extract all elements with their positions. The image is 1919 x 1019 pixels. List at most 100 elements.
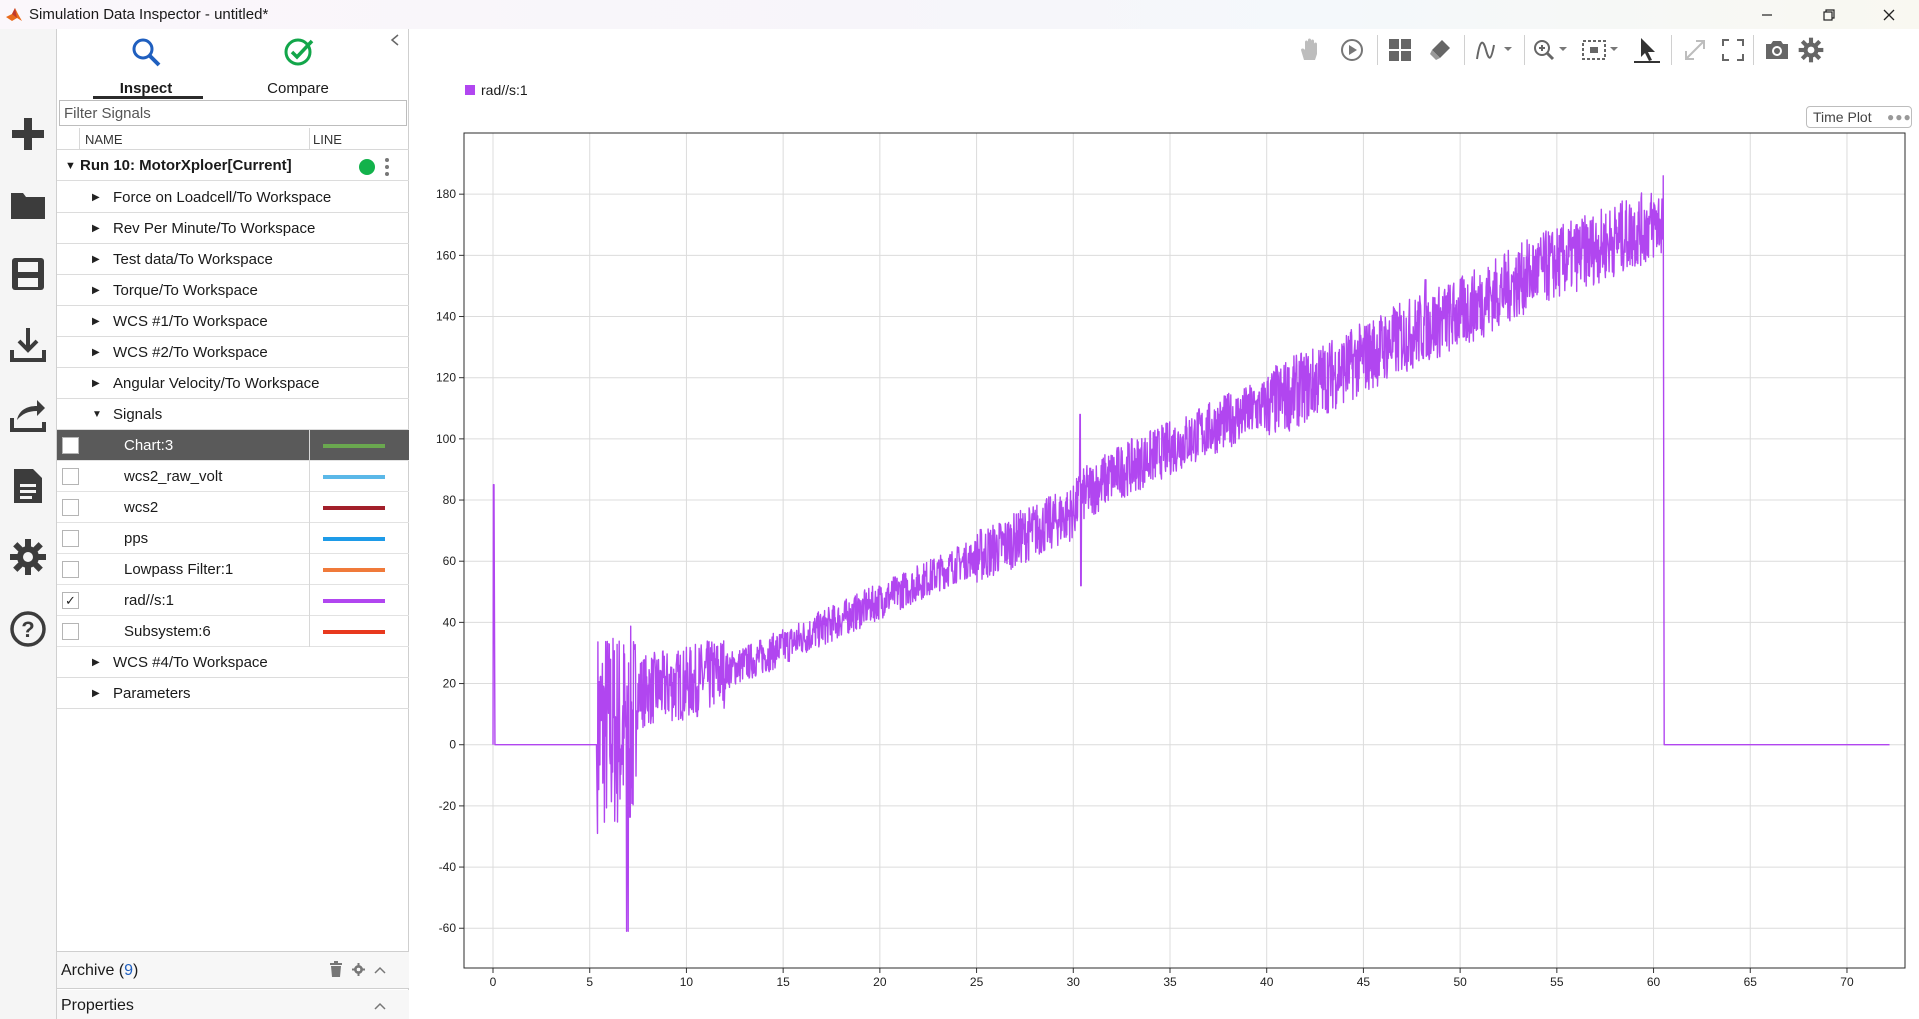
settings-icon[interactable] xyxy=(1795,35,1827,65)
column-line-header: LINE xyxy=(313,132,342,147)
legend: rad//s:1 xyxy=(465,81,528,99)
share-icon[interactable] xyxy=(8,395,48,435)
caret-down-icon[interactable]: ▼ xyxy=(92,409,102,420)
caret-right-icon[interactable]: ▶ xyxy=(92,347,100,358)
signal-row[interactable]: Lowpass Filter:1 xyxy=(57,554,409,585)
caret-right-icon[interactable]: ▶ xyxy=(92,192,100,203)
expand-icon[interactable] xyxy=(1679,35,1711,65)
tab-compare[interactable]: Compare xyxy=(248,33,348,99)
signal-row[interactable]: wcs2 xyxy=(57,492,409,523)
filter-signals-input[interactable] xyxy=(59,100,407,126)
title-bar: Simulation Data Inspector - untitled* xyxy=(0,0,1919,29)
tab-inspect[interactable]: Inspect xyxy=(96,33,196,99)
tree-group-row[interactable]: ▶ WCS #4/To Workspace xyxy=(57,647,409,678)
eraser-icon[interactable] xyxy=(1424,35,1456,65)
x-tick-label: 5 xyxy=(586,975,593,989)
y-tick-label: 100 xyxy=(436,432,456,446)
caret-right-icon[interactable]: ▶ xyxy=(92,254,100,265)
pan-icon[interactable] xyxy=(1294,35,1326,65)
tree-group-row[interactable]: ▶ Angular Velocity/To Workspace xyxy=(57,368,409,399)
save-icon[interactable] xyxy=(8,254,48,294)
cursor-icon[interactable] xyxy=(1631,35,1663,65)
signal-name: Lowpass Filter:1 xyxy=(124,561,234,578)
x-tick-label: 70 xyxy=(1840,975,1854,989)
minimize-button[interactable] xyxy=(1744,0,1790,29)
zoom-icon[interactable] xyxy=(1529,35,1573,65)
run-row[interactable]: ▼ Run 10: MotorXploer[Current] xyxy=(57,151,409,181)
tree-group-row[interactable]: ▶ Torque/To Workspace xyxy=(57,275,409,306)
x-tick-label: 45 xyxy=(1357,975,1371,989)
time-plot-button[interactable]: Time Plot ●●● xyxy=(1806,106,1912,128)
tree-group-label: Signals xyxy=(113,406,163,423)
caret-right-icon[interactable]: ▶ xyxy=(92,316,100,327)
tree-group-row[interactable]: ▶ Parameters xyxy=(57,678,409,709)
fullscreen-icon[interactable] xyxy=(1717,35,1749,65)
archive-count: 9 xyxy=(124,962,134,979)
gear-icon[interactable] xyxy=(8,537,48,577)
caret-right-icon[interactable]: ▶ xyxy=(92,285,100,296)
line-style-swatch[interactable] xyxy=(323,475,385,479)
trash-icon[interactable] xyxy=(329,961,343,980)
line-style-swatch[interactable] xyxy=(323,630,385,634)
help-icon[interactable]: ? xyxy=(8,609,48,649)
tree-group-row[interactable]: ▶ Force on Loadcell/To Workspace xyxy=(57,182,409,213)
signals-panel: Inspect Compare NAME LINE ▼ Run 10: Moto… xyxy=(57,29,409,1019)
mode-tabs: Inspect Compare xyxy=(57,29,409,99)
tab-compare-label: Compare xyxy=(267,80,329,97)
settings-small-icon[interactable] xyxy=(352,963,365,979)
caret-right-icon[interactable]: ▶ xyxy=(92,688,100,699)
line-style-swatch[interactable] xyxy=(323,506,385,510)
line-style-swatch[interactable] xyxy=(323,444,385,448)
signal-row[interactable]: Chart:3 xyxy=(57,430,409,461)
camera-icon[interactable] xyxy=(1761,35,1793,65)
signal-icon[interactable] xyxy=(1472,35,1516,65)
chevron-up-icon[interactable] xyxy=(374,962,386,978)
signal-row[interactable]: ✓ rad//s:1 xyxy=(57,585,409,616)
signal-checkbox[interactable] xyxy=(62,623,79,640)
archive-bar[interactable]: Archive (9) xyxy=(57,951,409,989)
tree-group-row[interactable]: ▶ WCS #2/To Workspace xyxy=(57,337,409,368)
chevron-up-icon[interactable] xyxy=(374,998,386,1014)
caret-right-icon[interactable]: ▶ xyxy=(92,378,100,389)
tree-group-row[interactable]: ▼ Signals xyxy=(57,399,409,430)
signal-checkbox[interactable] xyxy=(62,468,79,485)
caret-right-icon[interactable]: ▶ xyxy=(92,223,100,234)
signal-name: Subsystem:6 xyxy=(124,623,211,640)
y-tick-label: 140 xyxy=(436,310,456,324)
download-icon[interactable] xyxy=(8,325,48,365)
run-menu-icon[interactable] xyxy=(383,157,391,177)
folder-icon[interactable] xyxy=(8,184,48,224)
line-style-swatch[interactable] xyxy=(323,568,385,572)
x-tick-label: 20 xyxy=(873,975,887,989)
y-tick-label: 80 xyxy=(443,493,457,507)
layout-icon[interactable] xyxy=(1384,35,1416,65)
x-tick-label: 30 xyxy=(1067,975,1081,989)
x-tick-label: 60 xyxy=(1647,975,1661,989)
signal-checkbox[interactable] xyxy=(62,499,79,516)
tree-group-row[interactable]: ▶ Test data/To Workspace xyxy=(57,244,409,275)
line-style-swatch[interactable] xyxy=(323,599,385,603)
line-style-swatch[interactable] xyxy=(323,537,385,541)
collapse-panel-icon[interactable] xyxy=(389,33,405,51)
x-tick-label: 15 xyxy=(776,975,790,989)
signal-checkbox[interactable]: ✓ xyxy=(62,592,79,609)
signal-checkbox[interactable] xyxy=(62,530,79,547)
x-tick-label: 10 xyxy=(680,975,694,989)
plus-icon[interactable] xyxy=(8,114,48,154)
tree-group-row[interactable]: ▶ Rev Per Minute/To Workspace xyxy=(57,213,409,244)
signal-row[interactable]: wcs2_raw_volt xyxy=(57,461,409,492)
properties-bar[interactable]: Properties xyxy=(57,990,409,1019)
signal-row[interactable]: pps xyxy=(57,523,409,554)
close-button[interactable] xyxy=(1866,0,1912,29)
report-icon[interactable] xyxy=(8,466,48,506)
signal-checkbox[interactable] xyxy=(62,437,79,454)
tree-group-row[interactable]: ▶ WCS #1/To Workspace xyxy=(57,306,409,337)
time-plot-chart[interactable]: 0 5 10 15 20 25 30 35 40 45 50 55 60 65 70 -60 -40 -20 0 20… xyxy=(409,103,1919,1019)
restore-button[interactable] xyxy=(1806,0,1852,29)
caret-down-icon[interactable]: ▼ xyxy=(65,160,76,172)
fit-icon[interactable] xyxy=(1579,35,1623,65)
replay-icon[interactable] xyxy=(1336,35,1368,65)
signal-row[interactable]: Subsystem:6 xyxy=(57,616,409,647)
signal-checkbox[interactable] xyxy=(62,561,79,578)
caret-right-icon[interactable]: ▶ xyxy=(92,657,100,668)
